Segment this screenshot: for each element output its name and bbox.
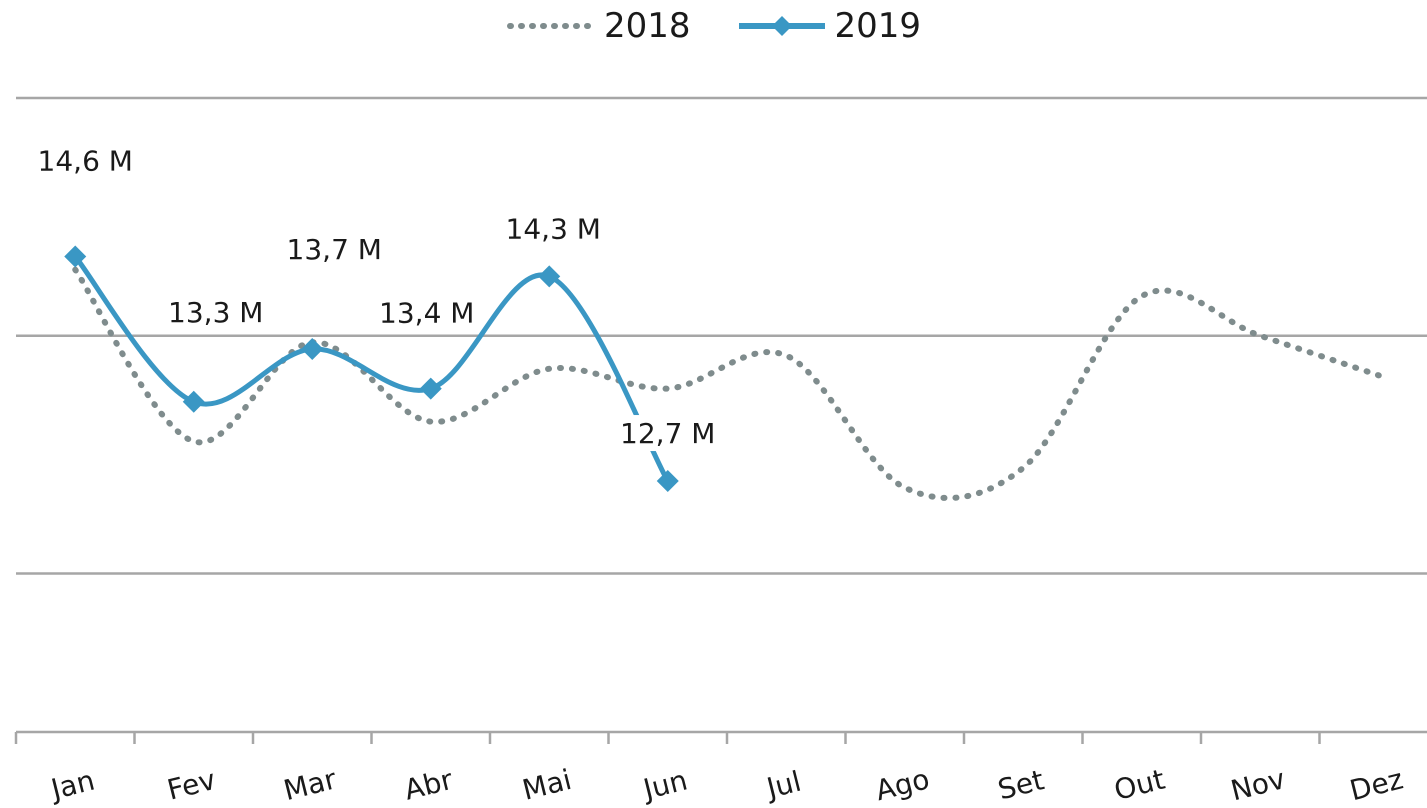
x-tick-label-abr: Abr [401,763,456,807]
x-tick-label-ago: Ago [872,762,932,807]
data-label-mai: 14,3 M [506,212,601,245]
legend-item-2019: 2019 [737,6,922,46]
data-label-jun: 12,7 M [620,417,715,450]
x-tick-label-mar: Mar [280,762,340,807]
marker-2019-fev [182,390,205,413]
legend-label-2019: 2019 [834,6,922,46]
series-line-2018 [72,266,1382,501]
legend: 2018 2019 [0,6,1427,46]
marker-2019-mar [301,337,324,360]
data-label-fev: 13,3 M [168,296,263,329]
data-label-bg-abr [376,294,478,331]
series-lines [72,254,1382,501]
data-label-bg-mar [283,230,385,267]
data-labels: 14,6 M 13,3 M 13,7 M 13,4 M 14,3 M 12,7 M [34,142,719,452]
marker-2019-jun [656,470,679,493]
data-label-bg-jun [617,415,719,452]
legend-swatch-2018 [506,23,595,29]
data-label-bg-fev [165,293,267,330]
legend-swatch-2019 [738,16,825,36]
series-line-2019 [73,254,670,483]
x-tick-label-dez: Dez [1347,762,1407,807]
x-tick-label-jul: Jul [762,765,805,806]
x-tick-label-mai: Mai [519,763,575,807]
x-tick-label-jun: Jun [638,763,690,806]
data-label-bg-mai [502,210,604,247]
x-tick-label-fev: Fev [164,763,219,807]
marker-2019-abr [419,377,442,400]
series-markers [64,245,679,493]
legend-label-2018: 2018 [603,6,691,46]
gridlines [16,96,1427,575]
data-label-abr: 13,4 M [379,297,474,330]
data-label-bg-jan [34,142,136,179]
marker-2019-mai [538,265,561,288]
x-axis: Jan Fev Mar Abr Mai Jun Jul Ago Set Out Nov Dez [14,730,1427,807]
x-tick-label-nov: Nov [1227,762,1288,807]
data-label-mar: 13,7 M [287,233,382,266]
data-label-jan: 14,6 M [38,145,133,178]
x-tick-label-jan: Jan [46,764,98,807]
x-tick-label-out: Out [1111,763,1168,807]
x-tick-label-set: Set [995,763,1048,806]
legend-item-2018: 2018 [506,6,691,46]
marker-2019-jan [64,245,87,268]
